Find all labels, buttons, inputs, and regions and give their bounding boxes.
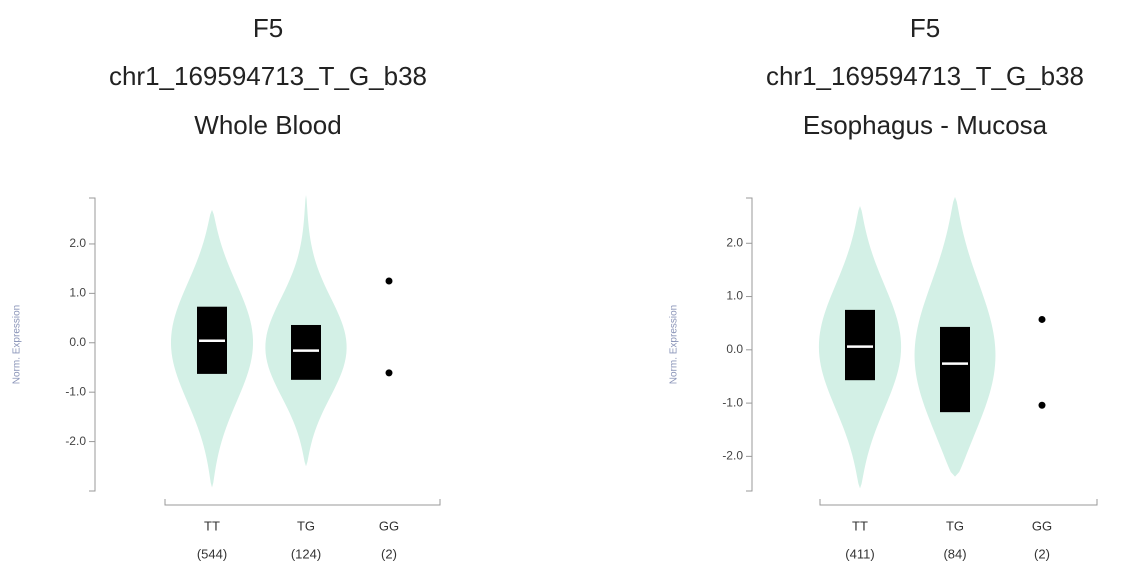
y-tick-label: 2.0 (69, 236, 86, 250)
chart-subtitle: chr1_169594713_T_G_b38 (766, 61, 1084, 91)
data-point (385, 369, 393, 377)
y-axis-label: Norm. Expression (669, 305, 680, 384)
x-tick-label: GG (379, 518, 399, 533)
box (940, 326, 970, 413)
y-tick-label: 0.0 (69, 335, 86, 349)
violin-chart: F5 chr1_169594713_T_G_b38 Whole Blood 2.0 1.… (12, 13, 441, 561)
y-tick-label: 0.0 (726, 342, 743, 356)
data-point (1038, 401, 1046, 409)
y-tick-label: 1.0 (69, 286, 86, 300)
sample-count: (84) (943, 546, 966, 561)
sample-count: (544) (197, 546, 227, 561)
x-axis (164, 499, 441, 506)
sample-count: (2) (1034, 546, 1050, 561)
x-tick-label: TG (946, 518, 964, 533)
data-point (385, 277, 393, 285)
y-tick-label: -1.0 (65, 384, 86, 398)
y-tick-label: 1.0 (726, 289, 743, 303)
x-tick-label: TT (852, 518, 868, 533)
y-tick-label: 2.0 (726, 235, 743, 249)
sample-count: (124) (291, 546, 321, 561)
sample-count: (411) (845, 546, 874, 561)
y-axis (746, 197, 753, 492)
box (291, 324, 321, 380)
violin-chart: F5 chr1_169594713_T_G_b38 Esophagus - Muco… (669, 13, 1098, 561)
x-tick-label: GG (1032, 518, 1052, 533)
x-tick-label: TT (204, 518, 220, 533)
y-tick-label: -1.0 (722, 395, 743, 409)
x-axis (819, 499, 1098, 506)
y-axis-label: Norm. Expression (12, 305, 23, 384)
chart-tissue: Esophagus - Mucosa (803, 110, 1048, 140)
box (845, 309, 875, 381)
chart-tissue: Whole Blood (194, 110, 341, 140)
sample-count: (2) (381, 546, 397, 561)
y-tick-label: -2.0 (722, 449, 743, 463)
x-tick-label: TG (297, 518, 315, 533)
data-point (1038, 315, 1046, 323)
y-tick-label: -2.0 (65, 434, 86, 448)
chart-subtitle: chr1_169594713_T_G_b38 (109, 61, 427, 91)
chart-title: F5 (910, 13, 940, 43)
chart-title: F5 (253, 13, 283, 43)
y-axis (89, 197, 96, 492)
